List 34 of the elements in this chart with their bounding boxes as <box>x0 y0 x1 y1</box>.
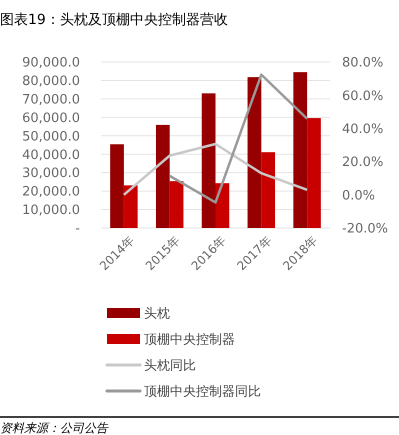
legend-label: 头枕同比 <box>144 358 196 374</box>
legend-label: 头枕 <box>144 306 170 322</box>
y-tick-label: 50,000.0 <box>22 129 80 144</box>
bar <box>156 124 170 228</box>
y2-tick-label: 0.0% <box>342 188 376 204</box>
bar <box>261 152 276 228</box>
y-tick-label: 80,000.0 <box>22 74 80 89</box>
bar <box>202 93 216 228</box>
legend-label: 顶棚中央控制器 <box>144 332 235 348</box>
bar <box>124 185 138 228</box>
y-tick-label: 70,000.0 <box>22 92 80 108</box>
y2-tick-label: -20.0% <box>342 222 388 237</box>
y-tick-label: 90,000.0 <box>22 56 80 71</box>
bar <box>307 118 321 228</box>
line-series <box>168 73 308 204</box>
bar <box>216 183 230 228</box>
bar <box>170 181 184 228</box>
line-series <box>122 142 308 196</box>
text: 资料来源：公司公告 <box>0 421 109 435</box>
y2-tick-label: 80.0% <box>342 56 384 71</box>
y-tick-label: 30,000.0 <box>22 166 80 182</box>
legend-label: 顶棚中央控制器同比 <box>144 384 261 400</box>
y2-tick-label: 40.0% <box>342 122 384 137</box>
bar <box>248 77 262 228</box>
bar <box>293 72 308 228</box>
y-tick-label: 20,000.0 <box>22 184 80 200</box>
y2-tick-label: 60.0% <box>342 88 384 104</box>
y-tick-label: - <box>75 222 80 237</box>
y-tick-label: 10,000.0 <box>22 203 80 218</box>
y2-tick-label: 20.0% <box>342 155 384 170</box>
chart-title: 图表19：头枕及顶棚中央控制器营收 <box>0 12 228 28</box>
bar <box>110 144 124 228</box>
y-tick-label: 60,000.0 <box>22 110 80 126</box>
y-tick-label: 40,000.0 <box>22 148 80 163</box>
